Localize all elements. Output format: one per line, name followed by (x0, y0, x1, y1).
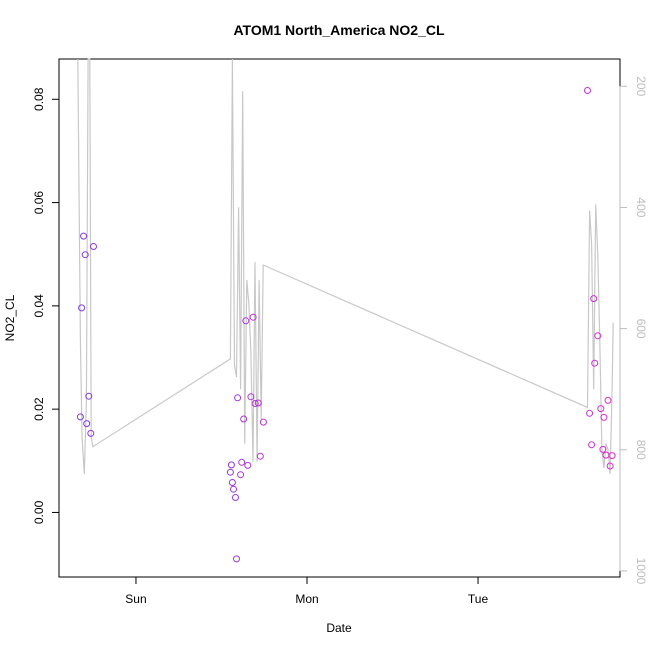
data-point (232, 494, 239, 501)
y2-tick-label: 200 (634, 76, 648, 96)
data-point (249, 313, 257, 321)
data-point (227, 461, 235, 469)
data-point (90, 243, 97, 250)
data-point (80, 232, 88, 240)
y-tick-label: 0.06 (32, 191, 46, 215)
y-tick-label: 0.02 (32, 397, 46, 421)
data-point (233, 555, 240, 563)
points-layer (76, 87, 616, 563)
data-point (247, 393, 255, 401)
y2-tick-label: 800 (634, 440, 648, 460)
data-point (608, 452, 616, 460)
data-point (87, 429, 95, 437)
data-point (240, 415, 248, 423)
data-point (244, 461, 252, 469)
y2-axis: 200 400 600 800 1000 (619, 76, 648, 585)
data-point (256, 452, 264, 460)
data-point (259, 418, 267, 426)
x-axis-label: Date (326, 621, 352, 635)
y-tick-label: 0.04 (32, 294, 46, 318)
data-point (584, 87, 591, 94)
y2-tick-label: 600 (634, 319, 648, 339)
data-point (599, 445, 607, 453)
data-point (230, 485, 237, 493)
x-axis: Sun Mon Tue (125, 576, 489, 606)
y-axis: 0.00 0.02 0.04 0.06 0.08 (32, 87, 60, 524)
data-point (83, 420, 91, 428)
data-point (604, 396, 612, 404)
data-point (600, 413, 608, 421)
plot-area (58, 58, 621, 578)
y-tick-label: 0.00 (32, 500, 46, 524)
x-tick-label: Tue (468, 592, 489, 606)
data-point (606, 462, 614, 470)
y-axis-label: NO2_CL (3, 294, 17, 341)
y2-tick-label: 400 (634, 197, 648, 217)
data-point (76, 413, 84, 421)
data-point (78, 304, 86, 312)
x-tick-label: Sun (125, 592, 146, 606)
data-point (591, 359, 599, 367)
data-point (251, 400, 259, 407)
y2-tick-label: 1000 (634, 558, 648, 585)
y-tick-label: 0.08 (32, 87, 46, 111)
data-point (254, 399, 262, 407)
data-point (586, 409, 594, 417)
data-point (242, 317, 250, 325)
data-point (81, 251, 89, 259)
data-point (590, 295, 598, 303)
altitude-line (77, 58, 614, 475)
data-point (597, 405, 605, 413)
data-point (594, 332, 602, 340)
data-point (226, 468, 234, 476)
x-tick-label: Mon (295, 592, 318, 606)
data-point (237, 471, 245, 479)
data-point (228, 479, 236, 486)
data-point (238, 458, 246, 466)
altitude-line-layer (77, 58, 614, 475)
chart-title: ATOM1 North_America NO2_CL (233, 22, 445, 38)
data-point (85, 392, 93, 400)
data-point (234, 394, 242, 402)
data-point (588, 441, 596, 449)
